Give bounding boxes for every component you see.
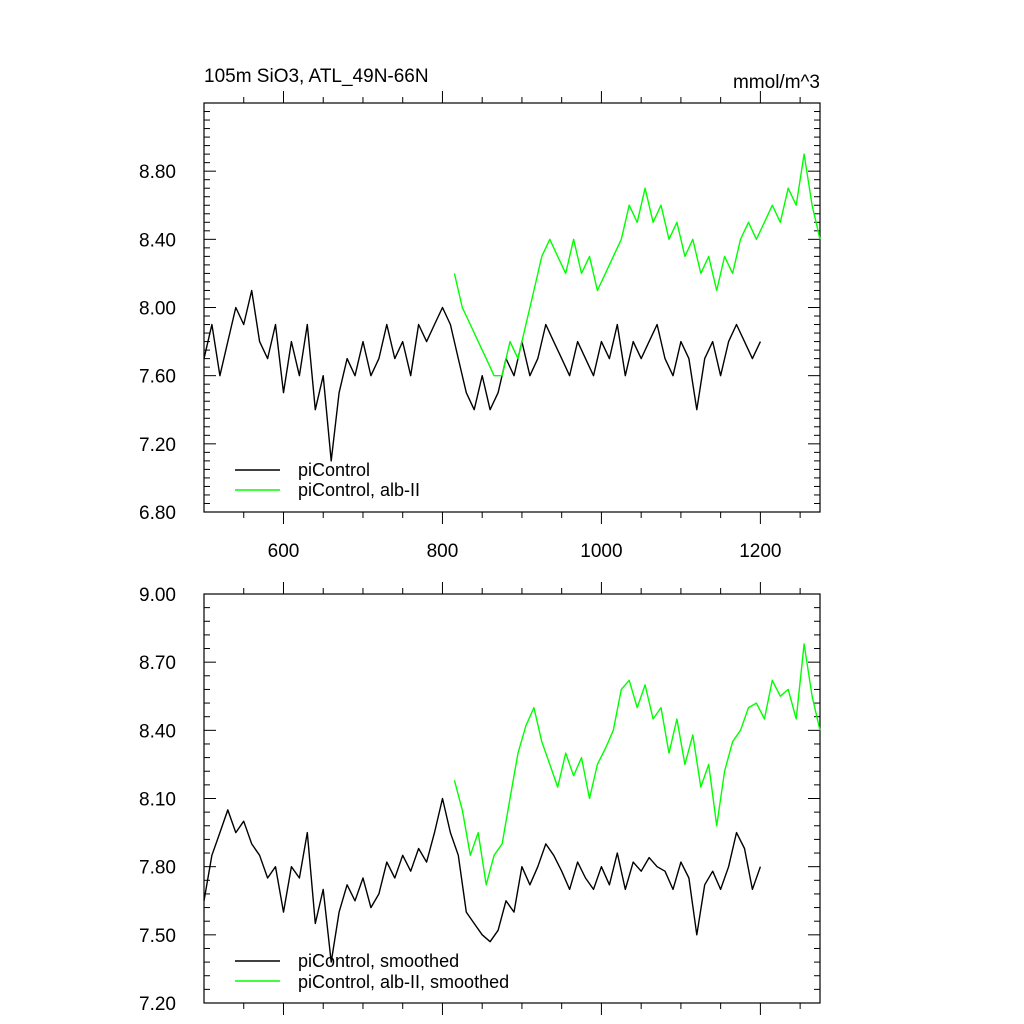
- top-panel-title: 105m SiO3, ATL_49N-66N: [204, 66, 429, 87]
- y-tick-label: 8.70: [139, 653, 176, 674]
- bottom-legend: piControl, smoothed piControl, alb-II, s…: [235, 951, 509, 992]
- series-line-alb-ii: [453, 643, 821, 886]
- y-tick-label: 8.40: [139, 721, 176, 742]
- top-legend: piControl piControl, alb-II: [235, 460, 420, 500]
- legend-label-picontrol-smoothed: piControl, smoothed: [298, 951, 459, 971]
- top-panel: 105m SiO3, ATL_49N-66N mmol/m^3 piContro…: [139, 66, 821, 562]
- series-line-alb-ii: [453, 153, 821, 377]
- y-tick-label: 7.20: [139, 994, 176, 1015]
- y-tick-label: 8.10: [139, 790, 176, 811]
- y-tick-label: 6.80: [139, 503, 176, 524]
- legend-label-alb-ii: piControl, alb-II: [298, 480, 420, 500]
- legend-label-picontrol: piControl: [298, 460, 370, 480]
- x-tick-label: 1200: [739, 541, 781, 562]
- bottom-panel: piControl, smoothed piControl, alb-II, s…: [139, 582, 821, 1015]
- y-tick-label: 7.20: [139, 435, 176, 456]
- plot-frame: [203, 593, 821, 1004]
- y-tick-label: 8.40: [139, 230, 176, 251]
- x-tick-label: 1000: [580, 541, 622, 562]
- top-panel-units: mmol/m^3: [733, 72, 820, 93]
- y-tick-label: 8.80: [139, 162, 176, 183]
- y-tick-label: 8.00: [139, 299, 176, 320]
- x-tick-label: 600: [268, 541, 300, 562]
- series-line-picontrol: [203, 289, 762, 462]
- y-tick-label: 7.50: [139, 926, 176, 947]
- y-tick-label: 9.00: [139, 585, 176, 606]
- x-tick-label: 800: [427, 541, 459, 562]
- series-line-picontrol: [203, 797, 762, 963]
- y-tick-label: 7.60: [139, 367, 176, 388]
- y-tick-label: 7.80: [139, 858, 176, 879]
- plot-frame: [203, 102, 821, 513]
- legend-label-alb-ii-smoothed: piControl, alb-II, smoothed: [298, 972, 509, 992]
